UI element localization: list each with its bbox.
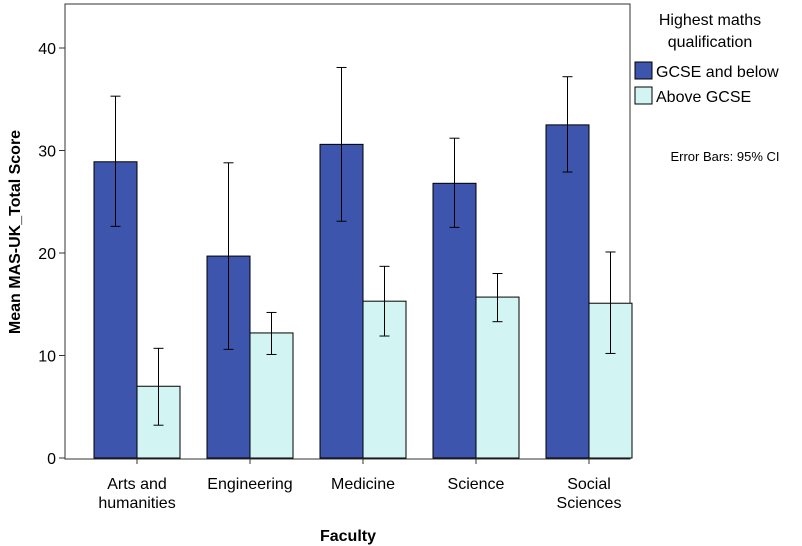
y-tick-label: 10 (38, 349, 56, 366)
x-tick-label: Science (448, 476, 505, 493)
y-tick-label: 30 (38, 144, 56, 161)
x-axis-categories: Arts and humanities Engineering Medicine Sci… (98, 458, 621, 512)
x-tick-label: Social Sciences (557, 476, 622, 512)
bar-gcse-and-below (432, 182, 477, 459)
legend-swatch-gcse-and-below (634, 61, 653, 80)
y-tick-label: 20 (38, 246, 56, 263)
y-tick-label: 0 (47, 451, 56, 468)
legend-title-line-1: Highest maths (659, 12, 761, 29)
bars-layer (93, 66, 633, 459)
y-tick-label: 40 (38, 41, 56, 58)
y-axis-title: Mean MAS-UK_Total Score (7, 130, 24, 334)
x-tick-label: Medicine (331, 476, 395, 493)
bar-gcse-and-below (545, 124, 590, 459)
legend: Highest maths qualification GCSE and bel… (634, 12, 779, 106)
y-axis-ticks: 0 10 20 30 40 (38, 41, 65, 468)
x-axis-title: Faculty (320, 528, 376, 545)
legend-swatch-above-gcse (634, 86, 653, 105)
error-bars-note: Error Bars: 95% CI (670, 149, 779, 164)
legend-label-above-gcse: Above GCSE (656, 89, 751, 106)
x-tick-label: Arts and humanities (98, 476, 175, 512)
bar-above-gcse (475, 296, 520, 459)
x-tick-label: Engineering (207, 476, 292, 493)
legend-title-line-2: qualification (668, 34, 753, 51)
legend-label-gcse-and-below: GCSE and below (656, 64, 779, 81)
